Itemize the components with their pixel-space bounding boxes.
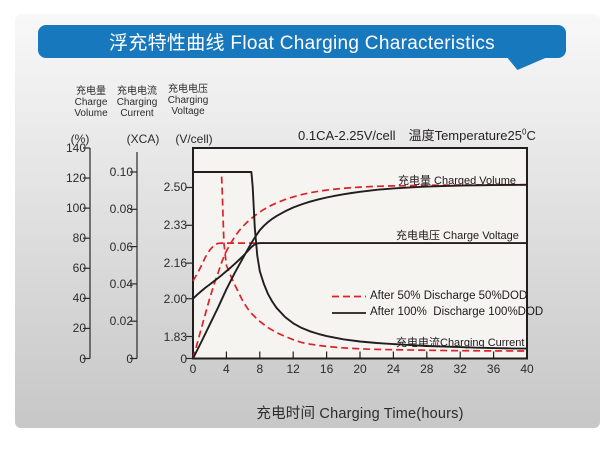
tick-label: 0.04 [109, 276, 133, 291]
tick-label: 0 [189, 362, 197, 376]
x-axis-title: 充电时间 Charging Time(hours) [256, 406, 464, 422]
tick-label: 20 [72, 321, 86, 336]
axis-header-en: Volume [74, 108, 108, 119]
tick-label: 24 [386, 362, 401, 376]
tick-label: 2.00 [163, 291, 187, 306]
tick-label: 16 [319, 362, 334, 376]
tick-label: 20 [353, 362, 367, 376]
axis-header-cn: 充电电压 [168, 84, 208, 95]
tick-label: 2.16 [163, 256, 187, 271]
tick-label: 120 [65, 171, 86, 186]
tick-label: 100 [65, 201, 86, 216]
axis-header-en: Voltage [171, 106, 205, 117]
axis-header-cn: 充电电流 [117, 86, 157, 97]
charging-current-label: 充电电流Charging Current [396, 337, 525, 349]
tick-label: 0.08 [109, 202, 133, 217]
axis-header-en: Charging [116, 97, 158, 108]
axis-header-en: Current [120, 108, 154, 119]
charged-volume-label: 充电量 Charged Volume [398, 175, 516, 187]
axis-header-cn: 充电量 [76, 86, 106, 97]
legend-item-100dod: After 100% Discharge 100%DOD [370, 306, 544, 318]
condition-temp: 温度Temperature25 [408, 128, 523, 143]
tick-label: 1.83 [163, 329, 187, 344]
axis-header-en: Charging [167, 95, 209, 106]
axis-header-charging-voltage: 充电电压 Charging Voltage [148, 84, 228, 117]
tick-label: 140 [65, 140, 86, 155]
unit-xca: (XCA) [126, 132, 160, 146]
unit-percent: (%) [70, 132, 90, 146]
tick-label: 4 [223, 362, 230, 376]
charge-voltage-label: 充电电压 Charge Voltage [396, 230, 519, 242]
unit-v-cell: (V/cell) [175, 132, 213, 146]
page-title: 浮充特性曲线 Float Charging Characteristics [109, 33, 495, 54]
tick-label: 2.50 [163, 180, 187, 195]
legend-item-50dod: After 50% Discharge 50%DOD [370, 290, 528, 302]
tick-label: 40 [72, 291, 86, 306]
test-condition: 0.1CA-2.25V/cell 温度Temperature250C [298, 125, 536, 144]
condition-temp-unit: C [526, 128, 536, 143]
axis-header-en: Charge [74, 97, 108, 108]
condition-degree-icon: 0 [522, 127, 527, 137]
tick-label: 0.10 [109, 165, 133, 179]
title-banner: 浮充特性曲线 Float Charging Characteristics [38, 25, 566, 58]
tick-label: 28 [420, 362, 434, 376]
condition-rate: 0.1CA-2.25V/cell [298, 128, 396, 143]
tick-label: 32 [453, 362, 467, 376]
axis-header-charging-current: 充电电流 Charging Current [97, 86, 177, 119]
axis-header-charge-volume: 充电量 Charge Volume [51, 86, 131, 119]
tick-label: 0.06 [109, 239, 133, 254]
tick-label: 36 [486, 362, 501, 376]
tick-label: 12 [286, 362, 300, 376]
tick-label: 60 [72, 261, 86, 276]
tick-label: 80 [72, 231, 86, 246]
tick-label: 0.02 [109, 314, 133, 329]
tick-label: 40 [520, 362, 534, 376]
tick-label: 0 [180, 351, 187, 366]
tick-label: 0 [79, 351, 86, 366]
tick-label: 2.33 [163, 218, 187, 233]
tick-label: 8 [256, 362, 264, 376]
tick-label: 0 [126, 351, 133, 366]
